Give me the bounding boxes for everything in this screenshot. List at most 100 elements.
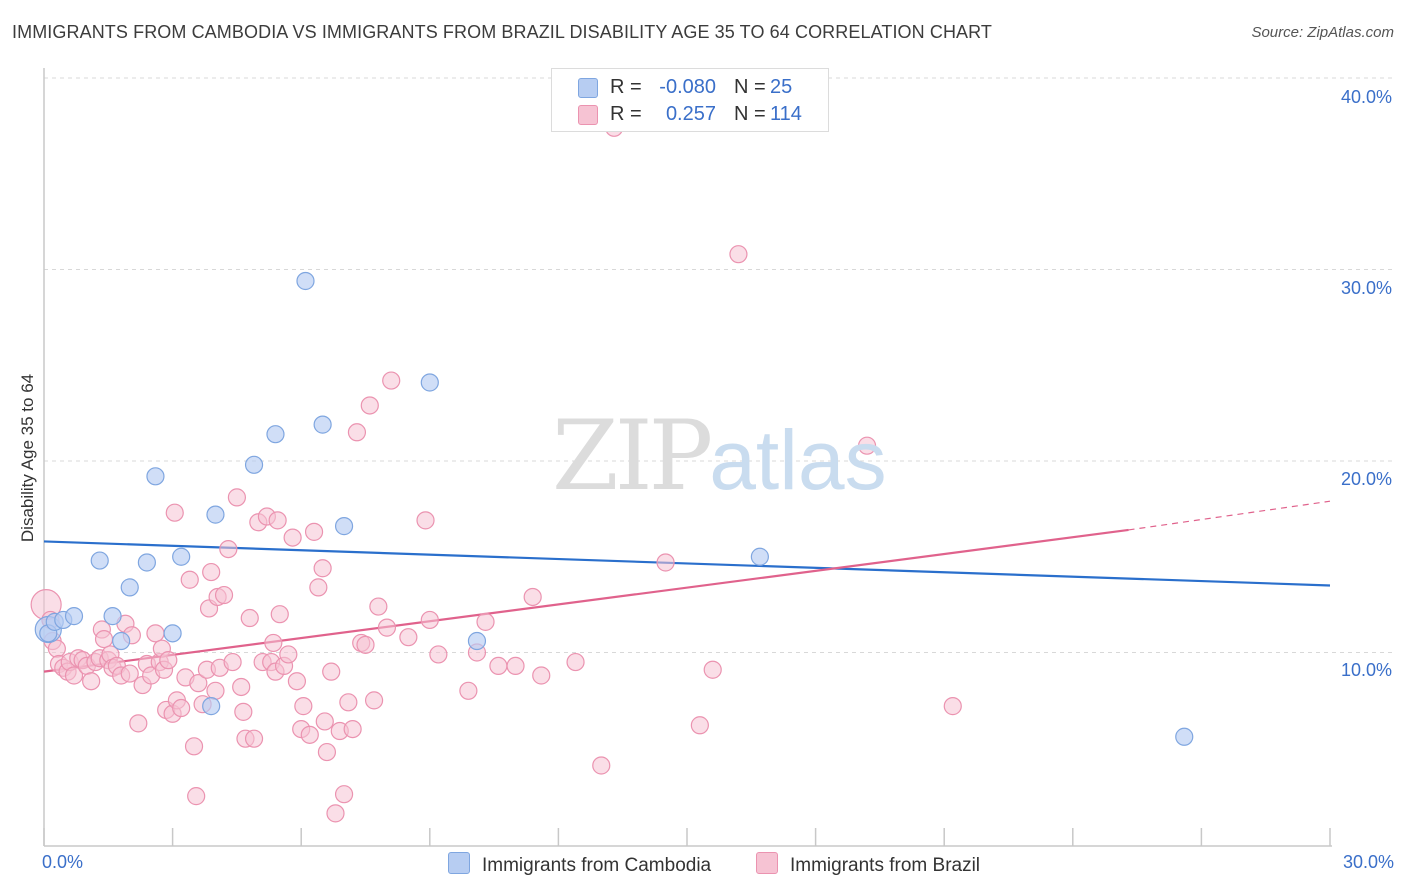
brazil-point: [165, 503, 184, 522]
brazil-point: [189, 674, 208, 693]
legend-n-value: 114: [770, 103, 802, 125]
brazil-point: [703, 660, 722, 679]
cambodia-points: [34, 271, 1194, 746]
brazil-point: [377, 618, 397, 637]
cambodia-point: [137, 553, 156, 572]
cambodia-point: [206, 505, 225, 524]
brazil-point: [279, 645, 298, 664]
y-axis-label: Disability Age 35 to 64: [18, 373, 37, 543]
brazil-point: [287, 672, 307, 691]
cambodia-point: [103, 607, 122, 626]
brazil-points: [30, 118, 962, 823]
brazil-point: [223, 652, 242, 672]
brazil-point: [429, 645, 448, 664]
brazil-point: [309, 578, 328, 597]
brazil-point: [219, 539, 238, 559]
cambodia-point: [467, 631, 487, 651]
brazil-point: [129, 714, 148, 733]
legend-r-value: 0.257: [665, 103, 716, 125]
brazil-point: [943, 697, 962, 716]
brazil-point: [729, 245, 748, 264]
brazil-point: [227, 488, 246, 507]
x-tick-label-min: 0.0%: [42, 852, 84, 872]
brazil-point: [326, 804, 345, 823]
brazil-point: [360, 396, 379, 415]
cambodia-point: [1175, 727, 1194, 746]
chart-title: IMMIGRANTS FROM CAMBODIA VS IMMIGRANTS F…: [12, 22, 993, 42]
cambodia-point: [266, 425, 285, 444]
brazil-point: [206, 681, 225, 700]
brazil-point: [592, 756, 611, 775]
brazil-point: [356, 635, 375, 654]
cambodia-swatch: [578, 78, 598, 98]
brazil-point: [234, 702, 253, 721]
cambodia-point: [244, 455, 264, 474]
brazil-point: [420, 610, 439, 630]
brazil-point: [347, 423, 367, 442]
watermark-zip: ZIP: [552, 400, 713, 512]
brazil-point: [268, 511, 287, 530]
brazil-point: [523, 587, 542, 607]
brazil-trend-extension: [1128, 500, 1331, 531]
brazil-point: [300, 725, 319, 744]
brazil-point: [202, 562, 221, 582]
cambodia-point: [313, 415, 332, 434]
brazil-point: [184, 737, 204, 756]
brazil-point: [94, 629, 114, 649]
cambodia-trend-line: [43, 540, 1331, 587]
brazil-point: [343, 719, 362, 739]
brazil-point: [244, 729, 264, 748]
brazil-point: [240, 608, 259, 628]
bottom-legend-cambodia: Immigrants from Cambodia: [448, 852, 711, 877]
brazil-point: [690, 716, 709, 735]
brazil-point: [489, 656, 508, 676]
trend-lines: [43, 500, 1331, 673]
brazil-point: [532, 666, 551, 685]
brazil-point: [172, 698, 191, 718]
cambodia-legend-swatch: [448, 852, 470, 874]
legend-n-label: N =: [734, 103, 766, 125]
brazil-point: [283, 528, 302, 547]
stats-legend: R = -0.080 N = 25 R = 0.257 N = 114: [551, 68, 829, 132]
cambodia-point: [172, 547, 191, 566]
brazil-point: [64, 666, 84, 685]
brazil-point: [270, 605, 289, 624]
legend-r-label: R =: [610, 103, 642, 125]
brazil-point: [857, 436, 877, 455]
brazil-point: [476, 612, 495, 631]
brazil-point: [180, 570, 199, 589]
cambodia-point: [146, 467, 165, 486]
y-tick-label-30: 30.0%: [1340, 278, 1392, 298]
y-tick-label-10: 10.0%: [1340, 660, 1392, 680]
brazil-point: [264, 633, 283, 653]
brazil-point: [82, 672, 101, 691]
brazil-point: [315, 712, 334, 731]
brazil-point: [382, 371, 401, 390]
legend-r-label: R =: [610, 76, 642, 98]
brazil-point: [294, 697, 313, 716]
watermark: ZIPatlas: [552, 400, 887, 512]
brazil-point: [459, 681, 478, 700]
cambodia-point: [202, 697, 221, 716]
y-tick-label-40: 40.0%: [1340, 87, 1392, 107]
source-credit: Source: ZipAtlas.com: [1251, 24, 1394, 41]
gridlines: [44, 77, 1392, 653]
brazil-point: [566, 652, 585, 672]
watermark-atlas: atlas: [709, 413, 887, 507]
brazil-point: [369, 597, 388, 616]
brazil-swatch: [578, 105, 598, 125]
brazil-point: [317, 742, 337, 762]
brazil-point: [334, 785, 354, 804]
cambodia-point: [163, 624, 182, 643]
axes: [43, 68, 1332, 847]
brazil-point: [187, 787, 206, 806]
bottom-legend-brazil: Immigrants from Brazil: [756, 852, 980, 877]
brazil-point: [339, 693, 358, 712]
cambodia-point: [750, 547, 769, 566]
x-tick-label-max: 30.0%: [1342, 852, 1394, 872]
cambodia-point: [120, 578, 139, 597]
brazil-point: [232, 677, 251, 697]
brazil-point: [506, 656, 525, 676]
legend-r-value: -0.080: [659, 76, 716, 98]
